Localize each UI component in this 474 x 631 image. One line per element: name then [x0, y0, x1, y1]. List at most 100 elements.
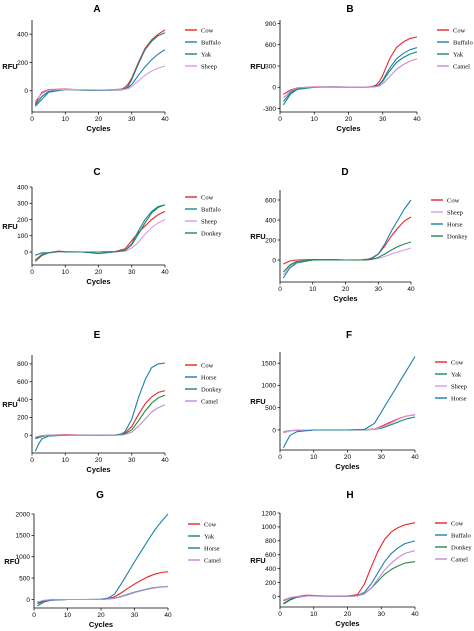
x-axis-title: Cycles [335, 619, 359, 628]
y-tick-label: 1000 [262, 524, 277, 531]
legend-label-cow: Cow [204, 521, 217, 528]
y-axis-title: RFU [4, 557, 19, 566]
y-tick-label: 300 [17, 201, 28, 208]
legend-label-horse: Horse [204, 545, 220, 552]
x-tick-label: 30 [128, 269, 136, 276]
legend-label-buffalo: Buffalo [453, 39, 473, 46]
legend-label-yak: Yak [451, 371, 462, 378]
y-tick-label: 0 [272, 594, 276, 601]
y-tick-label: 200 [265, 580, 276, 587]
legend-label-donkey: Donkey [201, 386, 222, 393]
legend-label-buffalo: Buffalo [451, 532, 471, 539]
y-tick-label: 800 [17, 361, 28, 368]
y-tick-label: 400 [17, 31, 28, 38]
x-tick-label: 0 [30, 269, 34, 276]
x-axis-title: Cycles [335, 462, 359, 471]
y-tick-label: 300 [265, 63, 276, 70]
x-axis-title: Cycles [89, 620, 113, 629]
chart-panel-F: F 0 10 20 30 40 0 500 1000 1500 Cycles RFU Cow Yak She… [250, 330, 467, 471]
x-tick-label: 20 [95, 457, 103, 464]
x-tick-label: 20 [344, 454, 352, 461]
y-tick-label: 600 [265, 197, 276, 204]
legend-label-sheep: Sheep [451, 383, 467, 390]
x-tick-label: 40 [164, 612, 172, 619]
x-tick-label: 10 [64, 612, 72, 619]
y-tick-label: 500 [265, 405, 276, 412]
x-tick-label: 0 [278, 286, 282, 293]
series-line-buffalo [282, 47, 418, 102]
x-tick-label: 0 [278, 611, 282, 618]
y-tick-label: 1500 [16, 533, 31, 540]
y-tick-label: 200 [17, 217, 28, 224]
series-line-sheep [34, 65, 166, 102]
x-tick-label: 20 [345, 116, 353, 123]
legend-label-yak: Yak [204, 533, 215, 540]
legend-label-horse: Horse [201, 374, 217, 381]
chart-panel-C: C0 10 20 30 400100200300400CyclesRFUCowBuffa… [2, 167, 222, 286]
y-tick-label: -300 [263, 106, 276, 113]
y-axis-title: RFU [250, 232, 265, 241]
x-tick-label: 20 [95, 269, 103, 276]
x-tick-label: 40 [411, 454, 419, 461]
y-axis-title: RFU [250, 556, 265, 565]
series-line-horse [37, 513, 169, 607]
series-line-donkey [35, 394, 166, 440]
y-axis-title: RFU [2, 62, 17, 71]
legend-label-cow: Cow [201, 194, 214, 201]
chart-panel-H: H0 10 20 30 40020040060080010001200CyclesRFU… [250, 490, 472, 628]
legend-label-camel: Camel [453, 63, 470, 70]
legend-label-cow: Cow [201, 362, 214, 369]
y-tick-label: 1200 [262, 510, 277, 517]
legend-label-donkey: Donkey [451, 544, 472, 551]
legend-label-camel: Camel [204, 557, 221, 564]
x-tick-label: 30 [379, 116, 387, 123]
panel-letter: A [93, 4, 100, 15]
y-tick-label: 2000 [16, 511, 31, 518]
series-line-buffalo [34, 49, 166, 107]
x-tick-label: 40 [161, 457, 169, 464]
x-tick-label: 40 [161, 269, 169, 276]
series-line-cow [283, 36, 418, 95]
series-line-horse [282, 199, 412, 279]
series-line-donkey [34, 204, 166, 262]
x-tick-label: 30 [128, 457, 136, 464]
legend-label-cow: Cow [451, 520, 464, 527]
y-axis-title: RFU [2, 222, 17, 231]
chart-panel-D: D0 10 20 30 400200400600CyclesRFUCowSheepHor… [250, 167, 468, 303]
x-tick-label: 0 [30, 116, 34, 123]
legend-label-yak: Yak [453, 51, 464, 58]
y-tick-label: 0 [24, 249, 28, 256]
y-tick-label: 1500 [262, 360, 277, 367]
x-tick-label: 0 [278, 116, 282, 123]
y-tick-label: 600 [265, 42, 276, 49]
x-tick-label: 10 [310, 454, 318, 461]
legend-label-sheep: Sheep [447, 209, 463, 216]
x-tick-label: 0 [30, 457, 34, 464]
legend-label-yak: Yak [201, 51, 212, 58]
y-tick-label: 600 [17, 379, 28, 386]
legend-label-camel: Camel [451, 556, 468, 563]
y-tick-label: 0 [272, 257, 276, 264]
x-tick-label: 10 [309, 286, 317, 293]
x-axis-title: Cycles [86, 277, 110, 286]
x-tick-label: 20 [342, 286, 350, 293]
y-tick-label: 0 [24, 432, 28, 439]
x-tick-label: 10 [62, 269, 70, 276]
legend-label-buffalo: Buffalo [201, 39, 221, 46]
series-line-horse [34, 362, 166, 452]
y-tick-label: 1000 [16, 554, 31, 561]
x-tick-label: 10 [310, 611, 318, 618]
x-tick-label: 30 [375, 286, 383, 293]
y-axis-title: RFU [250, 397, 265, 406]
x-tick-label: 0 [278, 454, 282, 461]
panel-letter: H [346, 490, 353, 501]
panel-letter: E [94, 330, 101, 341]
y-tick-label: 200 [265, 237, 276, 244]
y-tick-label: 1000 [262, 383, 277, 390]
x-tick-label: 40 [407, 286, 415, 293]
y-tick-label: 900 [265, 21, 276, 28]
x-tick-label: 10 [62, 457, 70, 464]
legend-label-cow: Cow [447, 197, 460, 204]
legend-label-cow: Cow [201, 27, 214, 34]
legend-label-horse: Horse [447, 221, 463, 228]
